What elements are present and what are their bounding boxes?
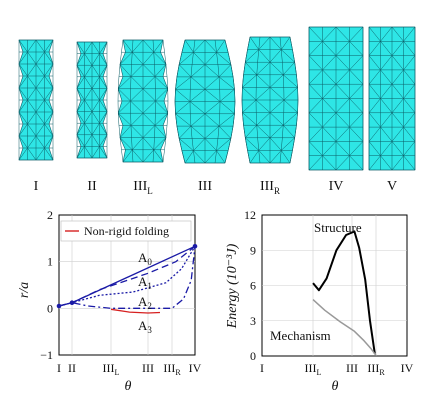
chart1-curve-labels: A0 A1 A2 A3 [138, 250, 152, 335]
chart2-ytick-label: 3 [250, 314, 256, 328]
chart2-ytick-label: 12 [244, 208, 256, 222]
mesh-stage-7 [368, 26, 416, 171]
chart1-curve-label: A1 [138, 274, 152, 291]
mesh-stage-3 [117, 39, 169, 163]
chart1-ytick-label: 2 [47, 208, 53, 222]
chart1-curve-label: A3 [138, 318, 152, 335]
chart1-frame [58, 214, 196, 356]
stage-label-5: IIIR [260, 179, 280, 196]
chart1-legend-text: Non-rigid folding [84, 224, 169, 238]
mesh-stage-6 [308, 26, 364, 171]
chart1-ytick-label: −1 [40, 348, 53, 362]
stage-label-4: III [198, 179, 212, 194]
chart1-point [56, 303, 62, 309]
chart1-point [192, 243, 198, 249]
chart2-ytick-label: 0 [250, 349, 256, 363]
chart2-xtick-label: IIIR [367, 361, 385, 377]
chart2-series-mechanism [312, 299, 377, 356]
chart1-series [56, 243, 198, 314]
chart1-y-ticks: 2 1 0 −1 [40, 208, 53, 362]
stage-labels: I II IIIL III IIIR IV V [34, 179, 397, 196]
chart2-gridlines [262, 215, 407, 356]
chart2-xtick-label: III [346, 361, 358, 375]
mesh-stage-5 [241, 36, 299, 164]
chart1-ytick-label: 0 [47, 301, 53, 315]
chart2-xtick-label: IV [401, 361, 414, 375]
chart1-series-a3 [58, 246, 196, 309]
origami-stage-illustrations [18, 26, 416, 171]
chart2-xlabel: θ [332, 379, 339, 394]
chart1-curve-label: A0 [138, 250, 152, 267]
chart2-xtick-label: I [260, 361, 264, 375]
chart2-series-structure [312, 230, 376, 354]
chart1-xlabel: θ [125, 379, 132, 394]
mesh-stage-2 [76, 41, 108, 159]
chart1-series-non-rigid-folding [110, 308, 161, 314]
chart1-ylabel: r/a [17, 282, 32, 298]
stage-label-1: I [34, 179, 39, 194]
mechanism-label: Mechanism [270, 328, 331, 343]
stage-label-7: V [387, 179, 397, 194]
chart1-series-a0 [58, 245, 196, 307]
chart2-ytick-label: 9 [250, 243, 256, 257]
chart2-series [312, 230, 377, 356]
structure-label: Structure [314, 220, 362, 235]
chart1-xtick-label: I [57, 361, 61, 375]
mesh-stage-1 [18, 39, 54, 161]
chart2-y-ticks: 12 9 6 3 0 [244, 208, 256, 363]
energy-chart: 12 9 6 3 0 I IIIL III IIIR IV Energy (10⁻³J) θ S… [225, 208, 414, 394]
stage-label-2: II [87, 179, 97, 194]
chart2-ylabel: Energy (10⁻³J) [225, 243, 240, 329]
stage-label-6: IV [329, 179, 344, 194]
chart2-x-ticks: I IIIL III IIIR IV [260, 361, 414, 377]
chart1-xtick-label: IIIR [163, 361, 181, 377]
chart1-ytick-label: 1 [47, 255, 53, 269]
chart1-xtick-label: II [68, 361, 76, 375]
chart1-point [69, 300, 75, 306]
chart1-xtick-label: IV [189, 361, 202, 375]
chart1-x-ticks: I II IIIL III IIIR IV [57, 361, 202, 377]
chart2-ytick-label: 6 [250, 279, 256, 293]
chart1-xtick-label: III [142, 361, 154, 375]
stage-label-3: IIIL [133, 179, 153, 196]
radius-chart: 210−1 I II IIIL III IIIR IV r/a θ Non-rigid f… [17, 208, 202, 394]
mesh-stage-4 [174, 39, 236, 164]
chart1-xtick-label: IIIL [103, 361, 120, 377]
chart2-xtick-label: IIIL [305, 361, 322, 377]
chart1-curve-label: A2 [138, 294, 152, 311]
chart1-legend-box [60, 220, 192, 242]
